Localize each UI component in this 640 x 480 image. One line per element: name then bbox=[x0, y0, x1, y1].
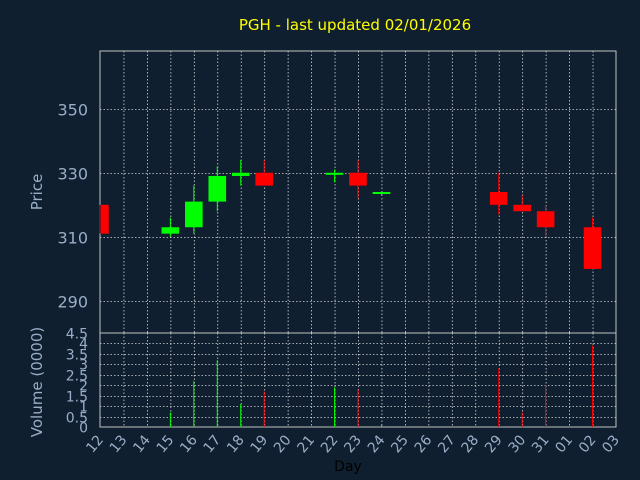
candle-body bbox=[325, 172, 344, 175]
candle-body bbox=[372, 192, 391, 194]
volume-tick-label: 3.5 bbox=[66, 348, 88, 364]
candle-body bbox=[255, 172, 273, 186]
volume-tick-label: 4.5 bbox=[66, 327, 88, 343]
volume-panel: 00.511.522.533.544.5 bbox=[66, 327, 617, 437]
price-panel: 290 310 330 350 bbox=[57, 50, 617, 334]
x-axis: 12 13 14 15 16 17 18 19 20 21 22 23 24 25 26 27 28 29 30 31… bbox=[83, 432, 623, 456]
x-tick-label: 19 bbox=[248, 432, 272, 456]
candle-body bbox=[583, 227, 602, 269]
candle-body bbox=[513, 204, 531, 212]
volume-tick-label: 0.5 bbox=[66, 411, 88, 427]
x-tick-label: 28 bbox=[459, 432, 483, 456]
x-tick-label: 02 bbox=[576, 432, 600, 456]
volume-tick-label: 0 bbox=[79, 421, 88, 437]
volume-tick-label: 4 bbox=[79, 337, 88, 353]
price-tick-label: 290 bbox=[57, 293, 88, 312]
x-tick-label: 17 bbox=[201, 432, 225, 456]
candle-body bbox=[185, 201, 203, 228]
volume-tick-label: 1 bbox=[79, 400, 88, 416]
price-tick-label: 330 bbox=[57, 165, 88, 184]
price-tick-label: 310 bbox=[57, 229, 88, 248]
x-tick-label: 29 bbox=[482, 432, 506, 456]
x-tick-label: 15 bbox=[154, 432, 178, 456]
x-axis-label: Day bbox=[334, 459, 362, 475]
price-tick-label: 350 bbox=[57, 101, 88, 120]
x-tick-label: 20 bbox=[271, 432, 295, 456]
x-tick-label: 03 bbox=[599, 432, 623, 456]
x-tick-label: 14 bbox=[130, 432, 154, 456]
volume-axis-label: Volume (0000) bbox=[28, 327, 46, 437]
candle-body bbox=[536, 211, 555, 228]
x-tick-label: 21 bbox=[294, 432, 318, 456]
x-tick-label: 27 bbox=[435, 432, 459, 456]
x-tick-label: 13 bbox=[107, 432, 131, 456]
x-tick-label: 01 bbox=[552, 432, 576, 456]
x-tick-label: 22 bbox=[318, 432, 342, 456]
candle-body bbox=[161, 227, 180, 234]
candle-body bbox=[231, 172, 250, 176]
volume-tick-label: 3 bbox=[79, 358, 88, 374]
x-tick-label: 25 bbox=[388, 432, 412, 456]
volume-tick-label: 1.5 bbox=[66, 390, 88, 406]
x-tick-label: 31 bbox=[529, 432, 553, 456]
x-tick-label: 26 bbox=[412, 432, 436, 456]
x-tick-label: 30 bbox=[506, 432, 530, 456]
candle-body bbox=[489, 192, 508, 205]
x-tick-label: 23 bbox=[341, 432, 365, 456]
x-tick-label: 24 bbox=[365, 432, 389, 456]
candle-body bbox=[349, 172, 367, 186]
candle-body bbox=[208, 175, 227, 202]
x-tick-label: 18 bbox=[224, 432, 248, 456]
candle-body bbox=[101, 204, 109, 234]
volume-tick-label: 2.5 bbox=[66, 369, 88, 385]
volume-tick-label: 2 bbox=[79, 379, 88, 395]
x-tick-label: 16 bbox=[177, 432, 201, 456]
chart-title: PGH - last updated 02/01/2026 bbox=[239, 16, 471, 34]
price-axis-label: Price bbox=[28, 174, 46, 211]
